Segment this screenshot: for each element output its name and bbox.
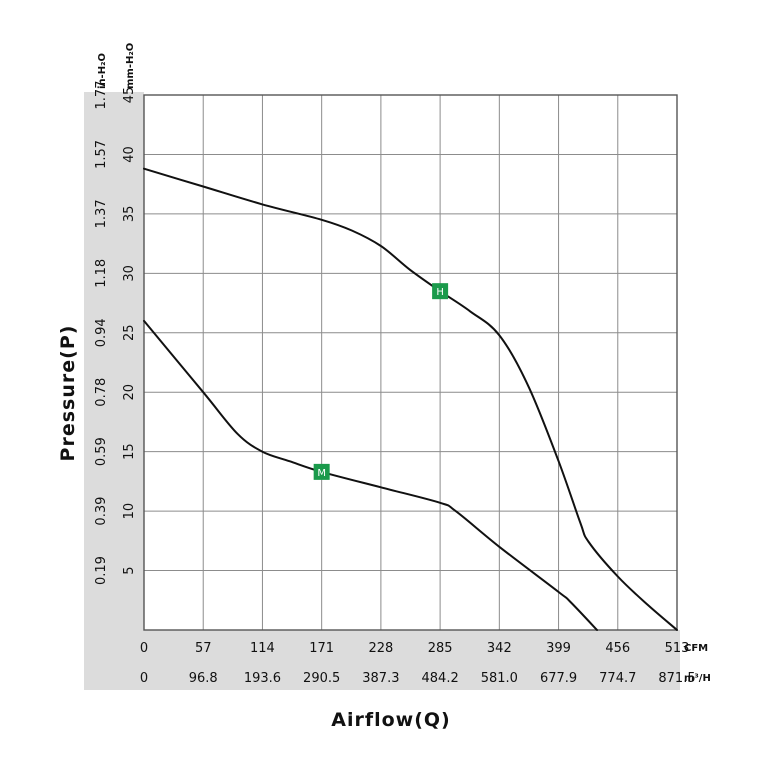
y-tick-label-inh2o: 1.77 — [94, 81, 109, 110]
y-unit-secondary: in-H₂O — [97, 53, 108, 89]
x-tick-label-m3h: 677.9 — [540, 671, 577, 686]
y-tick-labels-inh2o: 0.19 0.39 0.59 0.78 0.94 1.18 1.37 1.57 1.77 — [94, 81, 109, 586]
x-tick-label-m3h: 290.5 — [303, 671, 340, 686]
x-tick-labels-m3h: 0 96.8 193.6 290.5 387.3 484.2 581.0 677.9 774.7… — [140, 671, 696, 686]
y-tick-label-inh2o: 0.78 — [94, 378, 109, 407]
x-tick-label-m3h: 484.2 — [422, 671, 459, 686]
grid — [144, 95, 677, 630]
y-tick-label-mmh2o: 40 — [122, 146, 137, 163]
series-line-m — [143, 319, 598, 631]
y-tick-label-mmh2o: 10 — [122, 503, 137, 520]
y-tick-label-mmh2o: 5 — [122, 566, 137, 574]
y-axis-title: Pressure(P) — [57, 325, 79, 462]
series-marker-label-m: M — [317, 468, 326, 479]
y-tick-label-mmh2o: 15 — [122, 443, 137, 460]
plot-area — [144, 95, 677, 630]
x-tick-label-cfm: 57 — [195, 641, 212, 656]
bottom-axis-band — [84, 630, 680, 690]
y-tick-label-mmh2o: 25 — [122, 325, 137, 342]
y-tick-label-inh2o: 1.37 — [94, 199, 109, 228]
x-tick-label-m3h: 871.5 — [658, 671, 695, 686]
x-tick-label-cfm: 399 — [546, 641, 571, 656]
y-tick-label-inh2o: 0.19 — [94, 556, 109, 585]
x-tick-label-cfm: 228 — [368, 641, 393, 656]
left-axis-band — [84, 92, 144, 690]
series-layer: HM — [143, 167, 678, 631]
x-tick-label-cfm: 285 — [428, 641, 453, 656]
x-unit-secondary: m³/H — [684, 673, 711, 684]
x-tick-label-cfm: 171 — [309, 641, 334, 656]
y-tick-label-mmh2o: 35 — [122, 206, 137, 223]
plot-border — [143, 94, 678, 631]
x-tick-label-cfm: 0 — [140, 641, 148, 656]
y-unit-primary: mm-H₂O — [125, 43, 136, 89]
y-tick-label-inh2o: 1.57 — [94, 140, 109, 169]
y-tick-label-mmh2o: 30 — [122, 265, 137, 282]
x-tick-labels-cfm: 0 57 114 171 228 285 342 399 456 513 — [140, 641, 690, 656]
x-tick-label-m3h: 193.6 — [244, 671, 281, 686]
y-tick-label-mmh2o: 45 — [122, 87, 137, 104]
x-tick-label-m3h: 387.3 — [362, 671, 399, 686]
series-line-h — [143, 167, 678, 631]
x-tick-label-cfm: 456 — [605, 641, 630, 656]
series-marker-m — [313, 463, 330, 480]
x-axis-title: Airflow(Q) — [331, 709, 451, 731]
y-tick-label-inh2o: 0.94 — [94, 318, 109, 347]
x-tick-label-cfm: 342 — [487, 641, 512, 656]
x-tick-label-m3h: 96.8 — [189, 671, 218, 686]
x-tick-label-cfm: 513 — [665, 641, 690, 656]
x-tick-label-m3h: 581.0 — [481, 671, 518, 686]
x-tick-label-m3h: 774.7 — [599, 671, 636, 686]
y-tick-label-mmh2o: 20 — [122, 384, 137, 401]
x-unit-primary: CFM — [684, 643, 708, 654]
series-marker-label-h: H — [436, 287, 444, 298]
series-marker-h — [432, 283, 449, 300]
y-tick-label-inh2o: 0.59 — [94, 437, 109, 466]
x-tick-label-m3h: 0 — [140, 671, 148, 686]
y-tick-labels-mmh2o: 5 10 15 20 25 30 35 40 45 — [122, 87, 137, 575]
x-tick-label-cfm: 114 — [250, 641, 275, 656]
y-tick-label-inh2o: 0.39 — [94, 497, 109, 526]
y-tick-label-inh2o: 1.18 — [94, 259, 109, 288]
